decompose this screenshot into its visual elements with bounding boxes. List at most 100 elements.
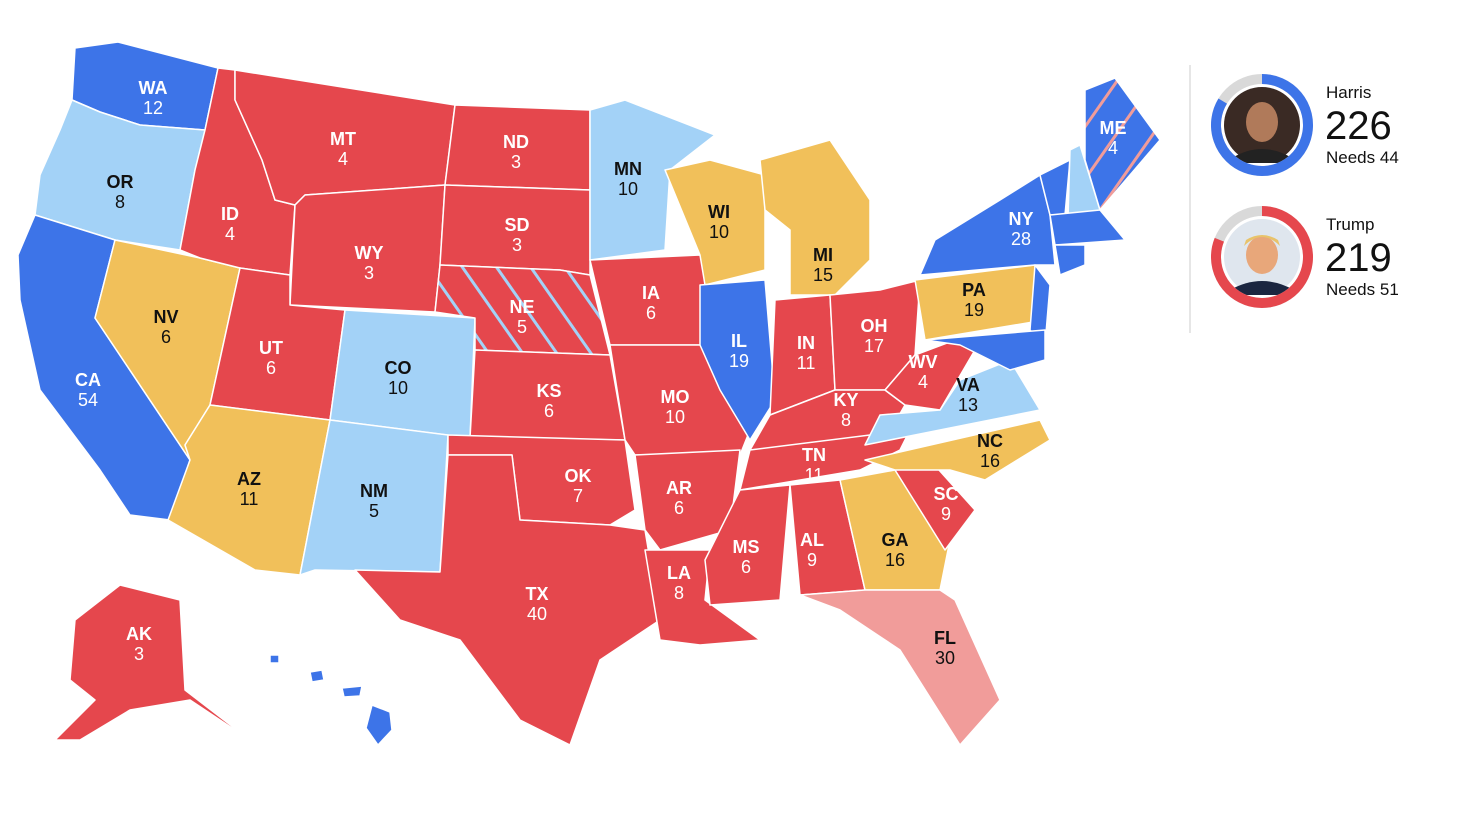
- state-shape: [799, 589, 1001, 746]
- state-votes: 9: [807, 550, 817, 570]
- state-abbr: MN: [614, 159, 642, 179]
- state-shape: [1049, 209, 1126, 246]
- state-abbr: VA: [956, 375, 980, 395]
- state-votes: 19: [964, 300, 984, 320]
- candidate-needs: Needs 51: [1326, 280, 1399, 299]
- state-abbr: AK: [126, 624, 152, 644]
- state-votes: 6: [741, 557, 751, 577]
- state-votes: 6: [674, 498, 684, 518]
- state-votes: 17: [864, 336, 884, 356]
- state-abbr: NV: [153, 307, 178, 327]
- state-votes: 40: [527, 604, 547, 624]
- state-shape: [1084, 77, 1161, 211]
- state-votes: 15: [813, 265, 833, 285]
- state-abbr: CA: [75, 370, 101, 390]
- candidate-votes: 219: [1325, 236, 1392, 280]
- state-votes: 13: [958, 395, 978, 415]
- state-shape: [309, 669, 325, 683]
- state-abbr: MI: [813, 245, 833, 265]
- state-votes: 10: [709, 222, 729, 242]
- state-votes: 30: [935, 648, 955, 668]
- state-votes: 6: [161, 327, 171, 347]
- candidate-needs: Needs 44: [1326, 148, 1399, 167]
- state-votes: 8: [115, 192, 125, 212]
- state-abbr: NM: [360, 481, 388, 501]
- candidate-name: Trump: [1326, 215, 1375, 234]
- state-abbr: LA: [667, 563, 691, 583]
- state-abbr: MT: [330, 129, 356, 149]
- state-votes: 11: [805, 465, 824, 485]
- state-abbr: OK: [565, 466, 592, 486]
- state-abbr: TX: [525, 584, 548, 604]
- state-votes: 4: [225, 224, 235, 244]
- state-votes: 8: [674, 583, 684, 603]
- state-abbr: OH: [861, 316, 888, 336]
- state-shape: [924, 329, 1046, 371]
- state-abbr: SC: [933, 484, 958, 504]
- candidate: Trump 219 Needs 51: [1325, 215, 1399, 299]
- state-shape: [704, 484, 791, 606]
- state-abbr: MO: [661, 387, 690, 407]
- ring-progress: [1211, 206, 1313, 308]
- state-abbr: WA: [139, 78, 168, 98]
- states: [17, 41, 1161, 746]
- state-abbr: NC: [977, 431, 1003, 451]
- state-votes: 4: [1108, 138, 1118, 158]
- state-abbr: IA: [642, 283, 660, 303]
- state-abbr: OR: [107, 172, 134, 192]
- state-votes: 10: [618, 179, 638, 199]
- state-abbr: UT: [259, 338, 283, 358]
- state-votes: 11: [797, 353, 816, 373]
- state-abbr: SD: [504, 215, 529, 235]
- candidate-name: Harris: [1326, 83, 1371, 102]
- state-abbr: KY: [833, 390, 858, 410]
- state-abbr: ND: [503, 132, 529, 152]
- state-shape: [1054, 244, 1086, 276]
- state-shape: [354, 454, 661, 746]
- state-votes: 8: [841, 410, 851, 430]
- state-shape: [365, 704, 393, 746]
- state-votes: 10: [388, 378, 408, 398]
- state-shape: [269, 654, 280, 664]
- state-abbr: CO: [385, 358, 412, 378]
- state-votes: 54: [78, 390, 98, 410]
- state-abbr: WY: [355, 243, 384, 263]
- state-shape: [864, 419, 1051, 481]
- state-votes: 7: [573, 486, 583, 506]
- state-votes: 3: [134, 644, 144, 664]
- state-shape: [699, 279, 776, 441]
- state-votes: 4: [338, 149, 348, 169]
- state-votes: 6: [266, 358, 276, 378]
- state-abbr: TN: [802, 445, 826, 465]
- state-abbr: AL: [800, 530, 824, 550]
- state-abbr: WV: [909, 352, 938, 372]
- state-abbr: ME: [1100, 118, 1127, 138]
- ring-progress: [1211, 74, 1313, 176]
- state-abbr: PA: [962, 280, 986, 300]
- state-abbr: NY: [1008, 209, 1033, 229]
- state-abbr: WI: [708, 202, 730, 222]
- state-votes: 6: [544, 401, 554, 421]
- state-votes: 3: [364, 263, 374, 283]
- state-abbr: AR: [666, 478, 692, 498]
- state-votes: 11: [240, 489, 259, 509]
- state-abbr: FL: [934, 628, 956, 648]
- state-votes: 5: [369, 501, 379, 521]
- candidate: Harris 226 Needs 44: [1325, 83, 1399, 167]
- state-votes: 6: [646, 303, 656, 323]
- candidate-votes: 226: [1325, 104, 1392, 148]
- state-shape: [634, 449, 741, 551]
- state-abbr: IL: [731, 331, 747, 351]
- state-votes: 3: [511, 152, 521, 172]
- state-abbr: KS: [536, 381, 561, 401]
- state-abbr: IN: [797, 333, 815, 353]
- state-abbr: GA: [882, 530, 909, 550]
- state-shape: [341, 685, 363, 698]
- state-votes: 16: [885, 550, 905, 570]
- state-abbr: ID: [221, 204, 239, 224]
- state-votes: 28: [1011, 229, 1031, 249]
- state-abbr: AZ: [237, 469, 261, 489]
